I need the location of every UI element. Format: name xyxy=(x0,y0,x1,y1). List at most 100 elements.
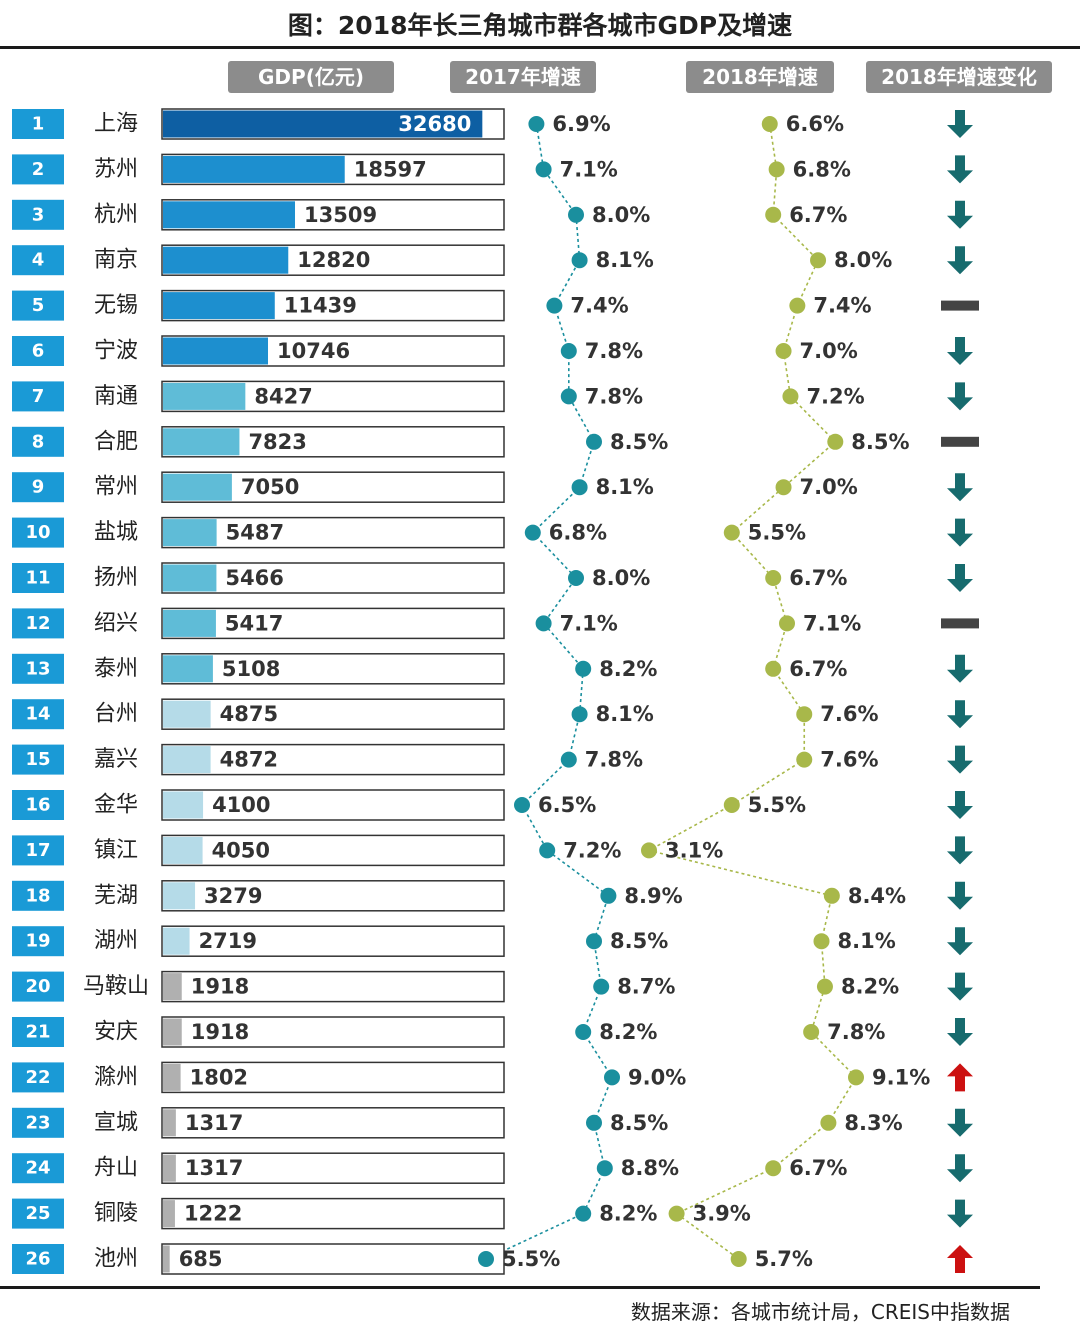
growth-2018-label: 7.0% xyxy=(800,339,858,363)
gdp-value-label: 1317 xyxy=(185,1156,243,1180)
data-source: 数据来源：各城市统计局，CREIS中指数据 xyxy=(630,1300,1010,1324)
growth-2017-label: 8.8% xyxy=(621,1156,679,1180)
gdp-bar xyxy=(163,246,289,274)
gdp-bar xyxy=(163,973,182,1001)
rank-label: 15 xyxy=(25,749,50,770)
growth-2018-label: 8.4% xyxy=(848,884,906,908)
growth-2018-label: 7.6% xyxy=(820,748,878,772)
city-label: 铜陵 xyxy=(94,1201,138,1226)
growth-2018-label: 6.7% xyxy=(789,566,847,590)
header-growth-change: 2018年增速变化 xyxy=(866,61,1052,93)
gdp-value-label: 1802 xyxy=(190,1065,248,1089)
rank-box xyxy=(12,1244,64,1274)
gdp-bar xyxy=(163,700,211,728)
rank-label: 11 xyxy=(25,568,50,589)
arrow-down-icon xyxy=(947,972,973,1001)
growth-2017-point xyxy=(571,706,588,723)
growth-2017-point xyxy=(586,433,602,450)
arrow-down-icon xyxy=(947,110,973,138)
growth-2018-point xyxy=(775,479,792,496)
growth-2017-label: 8.2% xyxy=(599,1202,657,1226)
bar-frame xyxy=(161,1152,505,1184)
arrow-down-icon xyxy=(947,927,973,956)
growth-2018-label: 8.2% xyxy=(841,975,899,999)
growth-2017-label: 8.1% xyxy=(596,702,654,726)
growth-2017-label: 7.1% xyxy=(560,611,618,635)
growth-2017-point xyxy=(568,206,584,223)
growth-2017-label: 7.2% xyxy=(563,838,621,862)
arrow-up-icon xyxy=(947,1063,973,1092)
flat-dash-icon xyxy=(941,436,979,447)
growth-2017-label: 8.1% xyxy=(596,248,654,272)
gdp-bar xyxy=(163,609,216,637)
rank-box xyxy=(12,336,64,366)
gdp-bar xyxy=(163,337,269,365)
gdp-value-label: 1918 xyxy=(191,975,249,999)
growth-2017-label: 7.8% xyxy=(585,748,643,772)
gdp-bar xyxy=(163,519,217,547)
rank-box xyxy=(12,199,64,230)
gdp-bar xyxy=(163,882,196,910)
arrow-down-icon xyxy=(947,564,973,592)
growth-2018-label: 6.8% xyxy=(793,157,851,181)
growth-2017-label: 8.5% xyxy=(610,430,668,454)
growth-2018-label: 6.6% xyxy=(786,112,844,136)
rank-label: 5 xyxy=(32,295,45,316)
rank-box xyxy=(12,971,64,1002)
gdp-bar xyxy=(163,746,211,774)
growth-2018-label: 9.1% xyxy=(872,1065,930,1089)
rank-box xyxy=(12,1062,64,1093)
gdp-value-label: 8427 xyxy=(254,384,312,408)
growth-2017-point xyxy=(575,1024,592,1040)
city-label: 嘉兴 xyxy=(94,747,138,772)
growth-2017-point xyxy=(535,161,552,178)
gdp-value-label: 7050 xyxy=(241,475,299,499)
arrow-down-icon xyxy=(947,745,973,774)
gdp-value-label: 685 xyxy=(179,1247,223,1271)
growth-2017-label: 6.5% xyxy=(538,793,596,817)
arrow-down-icon xyxy=(947,246,973,275)
arrow-down-icon xyxy=(947,337,973,365)
rank-box xyxy=(12,426,64,457)
gdp-value-label: 5417 xyxy=(225,611,283,635)
growth-2017-label: 8.5% xyxy=(610,929,668,953)
gdp-value-label: 1317 xyxy=(185,1111,243,1135)
bottom-divider xyxy=(0,1286,1040,1289)
city-label: 宁波 xyxy=(94,339,138,364)
bar-frame xyxy=(161,516,505,549)
growth-2018-label: 7.2% xyxy=(806,384,864,408)
gdp-value-label: 10746 xyxy=(277,339,350,363)
rank-label: 3 xyxy=(32,204,45,225)
gdp-value-label: 11439 xyxy=(284,294,357,318)
city-label: 马鞍山 xyxy=(83,974,149,999)
rank-box xyxy=(12,835,64,866)
city-label: 上海 xyxy=(94,112,138,137)
rank-box xyxy=(12,245,64,276)
arrow-down-icon xyxy=(947,1199,973,1228)
growth-2018-point xyxy=(723,797,740,813)
rank-label: 22 xyxy=(25,1067,50,1088)
arrow-down-icon xyxy=(947,836,973,865)
rank-box xyxy=(12,608,64,639)
growth-2018-label: 7.0% xyxy=(800,475,858,499)
growth-2018-label: 8.0% xyxy=(834,248,892,272)
city-label: 苏州 xyxy=(94,157,138,182)
gdp-value-label: 13509 xyxy=(304,203,377,227)
growth-2017-point xyxy=(568,570,584,586)
rank-box xyxy=(12,926,64,957)
bar-frame xyxy=(161,653,505,685)
bar-frame xyxy=(161,880,505,912)
gdp-bar xyxy=(163,382,246,410)
growth-2018-label: 6.7% xyxy=(789,657,847,681)
growth-2018-point xyxy=(816,978,833,995)
gdp-value-label: 4875 xyxy=(220,702,278,726)
arrow-down-icon xyxy=(947,654,973,683)
header-gdp: GDP(亿元) xyxy=(228,61,394,93)
growth-2018-point xyxy=(813,933,830,950)
bar-frame xyxy=(161,970,505,1003)
growth-2018-label: 7.4% xyxy=(813,294,871,318)
arrow-down-icon xyxy=(947,1018,973,1046)
growth-2017-label: 8.5% xyxy=(610,1111,668,1135)
city-label: 安庆 xyxy=(94,1020,138,1045)
gdp-value-label: 18597 xyxy=(354,157,427,181)
